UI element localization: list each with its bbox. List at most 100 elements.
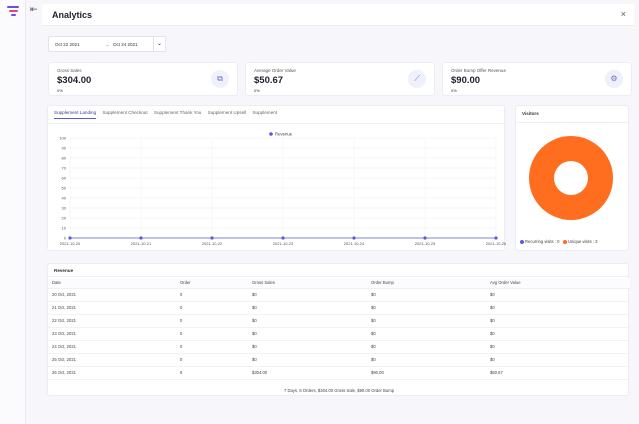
date-end: Oct 24 2021 <box>113 42 138 47</box>
table-row: 25 Oct, 2021 0 $0 $0 $0 <box>48 353 630 367</box>
y-tick-label: 100 <box>59 136 66 141</box>
left-rail <box>0 0 26 424</box>
table-cell: 22 Oct, 2021 <box>48 314 176 328</box>
y-tick-label: 60 <box>62 176 67 181</box>
table-body: 20 Oct, 2021 0 $0 $0 $0 21 Oct, 2021 0 $0 $0 $0 22… <box>48 288 630 380</box>
visitors-divider <box>516 122 630 123</box>
table-cell: $50.67 <box>486 366 630 380</box>
analytics-panel: Analytics × Oct 22 2021 → Oct 24 2021 ⌄ … <box>42 4 634 422</box>
table-cell: $0 <box>248 288 367 302</box>
date-separator: → <box>105 42 110 47</box>
table-cell: $0 <box>248 327 367 341</box>
stat-percent: 0% <box>451 88 457 93</box>
legend-unique-label: Unique visits : 3 <box>567 239 598 244</box>
column-header-date: Date <box>48 278 176 289</box>
visitors-donut-chart <box>529 136 613 220</box>
table-summary-footer: 7 Days, 6 Orders, $304.00 Gross Sale, $9… <box>283 388 395 393</box>
table-cell: $0 <box>486 314 630 328</box>
close-icon[interactable]: × <box>620 9 626 19</box>
visitors-card: Visitors Recurring visits : 0 Unique vis… <box>515 105 630 251</box>
x-tick-label: 2021-10-22 <box>202 241 223 246</box>
stat-card-gross-sales: Gross Sales $304.00 0% ⧉ <box>48 62 238 96</box>
data-point <box>352 236 356 240</box>
funnel-logo-icon[interactable] <box>7 6 19 16</box>
stat-card-order-bump-revenue: Order Bump Offer Revenue $90.00 0% ⚙ <box>442 62 632 96</box>
chevron-down-icon[interactable]: ⌄ <box>153 37 165 51</box>
data-point <box>139 236 143 240</box>
table-cell: 25 Oct, 2021 <box>48 353 176 367</box>
y-tick-label: 20 <box>62 216 67 221</box>
y-tick-label: 50 <box>62 186 67 191</box>
stat-label: Gross Sales <box>57 68 82 73</box>
table-cell: $0 <box>367 314 486 328</box>
y-tick-label: 0 <box>64 236 67 241</box>
table-cell: 0 <box>176 340 248 354</box>
date-range-picker[interactable]: Oct 22 2021 → Oct 24 2021 ⌄ <box>48 36 166 52</box>
tab-supplement-checkout[interactable]: Supplement Checkout <box>102 110 148 115</box>
table-title-divider <box>48 276 630 277</box>
revenue-table: Date Order Gross Sales Order Bump Avg Or… <box>48 278 630 380</box>
legend-dot-recurring <box>520 239 524 244</box>
x-tick-label: 2021-10-21 <box>131 241 152 246</box>
column-header-gross-sales: Gross Sales <box>248 278 367 289</box>
tab-supplement[interactable]: Supplement <box>252 110 277 115</box>
table-cell: $90.00 <box>367 366 486 380</box>
stat-label: Order Bump Offer Revenue <box>451 68 506 73</box>
stat-card-average-order-value: Average Order Value $50.67 0% ⟋ <box>245 62 435 96</box>
revenue-table-title: Revenue <box>54 268 74 273</box>
table-cell: 6 <box>176 366 248 380</box>
y-tick-label: 10 <box>62 226 67 231</box>
tab-supplement-upsell[interactable]: Supplement Upsell <box>207 110 247 115</box>
table-cell: 21 Oct, 2021 <box>48 301 176 315</box>
table-cell: 0 <box>176 314 248 328</box>
tab-supplement-landing[interactable]: Supplement Landing <box>54 110 97 119</box>
table-cell: 0 <box>176 288 248 302</box>
trend-icon: ⟋ <box>408 70 426 88</box>
stat-percent: 0% <box>57 88 63 93</box>
table-cell: $0 <box>486 288 630 302</box>
y-tick-label: 40 <box>62 196 67 201</box>
stat-value: $50.67 <box>254 75 284 86</box>
table-cell: 0 <box>176 327 248 341</box>
x-tick-label: 2021-10-24 <box>344 241 365 246</box>
table-cell: 0 <box>176 301 248 315</box>
stat-value: $90.00 <box>451 75 481 86</box>
x-tick-label: 2021-10-20 <box>60 241 81 246</box>
table-row: 23 Oct, 2021 0 $0 $0 $0 <box>48 327 630 341</box>
table-cell: $0 <box>367 353 486 367</box>
table-row: 20 Oct, 2021 0 $0 $0 $0 <box>48 288 630 302</box>
x-tick-label: 2021-10-23 <box>273 241 294 246</box>
column-header-order: Order <box>176 278 248 289</box>
tab-supplement-thank-you[interactable]: Supplement Thank You <box>153 110 202 115</box>
cart-icon: ⧉ <box>211 70 229 88</box>
stat-percent: 0% <box>254 88 260 93</box>
tab-divider <box>48 123 506 124</box>
table-cell: $0 <box>367 301 486 315</box>
table-cell: $0 <box>248 353 367 367</box>
table-cell: 23 Oct, 2021 <box>48 327 176 341</box>
visitors-legend: Recurring visits : 0 Unique visits : 3 <box>520 239 626 244</box>
panel-header: Analytics × <box>42 4 634 26</box>
table-cell: 20 Oct, 2021 <box>48 288 176 302</box>
legend-label: Revenue <box>275 132 293 137</box>
table-cell: $0 <box>486 327 630 341</box>
legend-recurring-label: Recurring visits : 0 <box>525 239 560 244</box>
revenue-table-card: Revenue Date Order Gross Sales Order Bum… <box>47 263 630 396</box>
data-point <box>281 236 285 240</box>
data-point <box>494 236 498 240</box>
date-start: Oct 22 2021 <box>55 42 80 47</box>
stat-label: Average Order Value <box>254 68 296 73</box>
table-row: 24 Oct, 2021 0 $0 $0 $0 <box>48 340 630 354</box>
table-cell: 26 Oct, 2021 <box>48 366 176 380</box>
data-point <box>423 236 427 240</box>
table-cell: $0 <box>486 340 630 354</box>
arrow-left-icon[interactable]: ⇤ <box>30 4 38 14</box>
table-cell: 24 Oct, 2021 <box>48 340 176 354</box>
y-tick-label: 80 <box>62 156 67 161</box>
column-header-order-bump: Order Bump <box>367 278 486 289</box>
column-header-avg-order-value: Avg Order Value <box>486 278 630 289</box>
table-cell: $0 <box>486 301 630 315</box>
table-header-row: Date Order Gross Sales Order Bump Avg Or… <box>48 278 630 289</box>
legend-marker <box>269 132 273 136</box>
y-tick-label: 90 <box>62 146 67 151</box>
